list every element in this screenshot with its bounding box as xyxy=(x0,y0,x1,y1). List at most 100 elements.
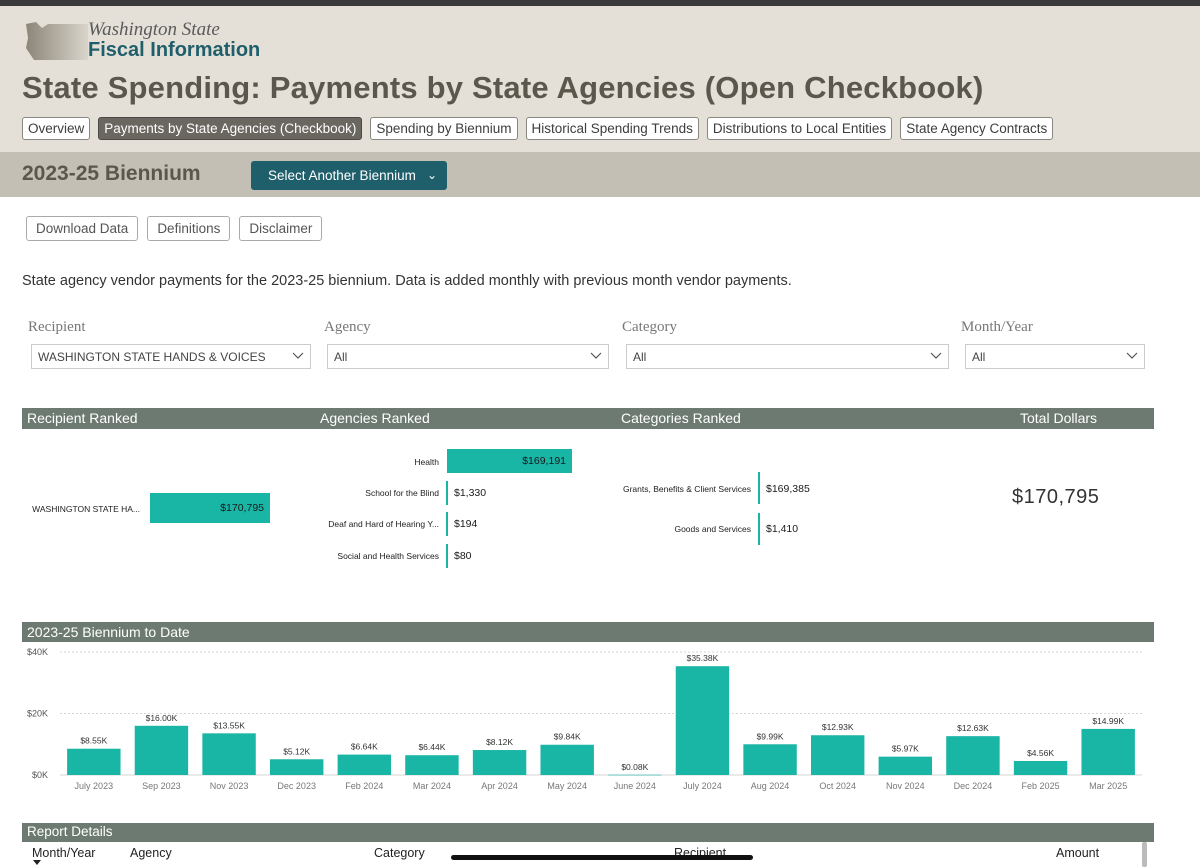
agency-rank-bar-social-health[interactable] xyxy=(446,544,448,568)
x-tick-label: July 2023 xyxy=(75,781,114,791)
category-dropdown[interactable]: All xyxy=(626,344,949,369)
agency-rank-bar-health[interactable] xyxy=(447,449,572,473)
top-border xyxy=(0,0,1200,6)
recipient-dropdown-value: WASHINGTON STATE HANDS & VOICES xyxy=(38,350,266,364)
bar-data-label: $8.12K xyxy=(486,737,513,747)
logo-line2: Fiscal Information xyxy=(88,39,261,61)
x-tick-label: Nov 2023 xyxy=(210,781,249,791)
chart-bar[interactable] xyxy=(1013,760,1068,775)
tab-state-agency-contracts[interactable]: State Agency Contracts xyxy=(900,117,1054,140)
category-rank-label-goods[interactable]: Goods and Services xyxy=(674,524,751,534)
chart-bar[interactable] xyxy=(337,754,392,775)
agency-rank-bar-school-blind[interactable] xyxy=(446,481,448,505)
disclaimer-button[interactable]: Disclaimer xyxy=(239,216,323,241)
chevron-down-icon xyxy=(292,352,304,359)
select-biennium-label: Select Another Biennium xyxy=(268,168,416,183)
recipient-dropdown[interactable]: WASHINGTON STATE HANDS & VOICES xyxy=(31,344,311,369)
bar-data-label: $9.84K xyxy=(554,732,581,742)
chart-bar[interactable] xyxy=(1081,728,1135,775)
agency-dropdown[interactable]: All xyxy=(327,344,609,369)
chart-bar[interactable] xyxy=(472,750,527,775)
report-details-title: Report Details xyxy=(27,824,113,839)
download-data-button[interactable]: Download Data xyxy=(26,216,139,241)
biennium-title: 2023-25 Biennium xyxy=(22,162,201,185)
agency-rank-value-social-health: $80 xyxy=(454,550,472,562)
category-rank-bar-grants[interactable] xyxy=(758,472,760,504)
recipient-rank-label[interactable]: WASHINGTON STATE HA... xyxy=(32,504,140,514)
bar-data-label: $6.64K xyxy=(351,742,378,752)
tab-spending-by-biennium[interactable]: Spending by Biennium xyxy=(370,117,518,140)
intro-text: State agency vendor payments for the 202… xyxy=(22,273,792,289)
bar-data-label: $9.99K xyxy=(757,731,784,741)
chart-bar[interactable] xyxy=(134,725,189,775)
category-rank-bar-goods[interactable] xyxy=(758,513,760,545)
agency-rank-label-social-health[interactable]: Social and Health Services xyxy=(337,551,439,561)
bar-data-label: $12.93K xyxy=(822,722,854,732)
category-filter-label: Category xyxy=(622,319,677,335)
logo[interactable]: Washington State Fiscal Information xyxy=(22,18,292,68)
column-header-amount[interactable]: Amount xyxy=(1056,846,1100,860)
categories-ranked-header: Categories Ranked xyxy=(621,410,741,426)
chart-header-band: 2023-25 Biennium to Date xyxy=(22,622,1154,642)
agency-filter-label: Agency xyxy=(324,319,371,335)
total-dollars-header: Total Dollars xyxy=(1020,410,1098,426)
y-tick-label: $0K xyxy=(32,770,48,780)
tab-overview[interactable]: Overview xyxy=(22,117,91,140)
y-tick-label: $40K xyxy=(27,647,48,657)
chart-bar[interactable] xyxy=(202,733,256,775)
x-tick-label: July 2024 xyxy=(683,781,722,791)
bar-data-label: $5.12K xyxy=(283,746,310,756)
bar-data-label: $0.08K xyxy=(621,762,648,772)
category-rank-value-goods: $1,410 xyxy=(766,523,799,535)
x-tick-label: Apr 2024 xyxy=(481,781,518,791)
x-tick-label: Dec 2023 xyxy=(277,781,316,791)
agency-rank-value-school-blind: $1,330 xyxy=(454,487,487,499)
month-year-dropdown-value: All xyxy=(972,350,986,364)
nav-tabs: Overview Payments by State Agencies (Che… xyxy=(22,117,1054,140)
definitions-button[interactable]: Definitions xyxy=(147,216,231,241)
page-header: Washington State Fiscal Information Stat… xyxy=(0,6,1200,152)
category-rank-label-grants[interactable]: Grants, Benefits & Client Services xyxy=(622,484,751,494)
recipient-rank-bar[interactable] xyxy=(150,493,270,523)
chart-bar[interactable] xyxy=(540,744,594,775)
month-year-dropdown[interactable]: All xyxy=(965,344,1145,369)
select-biennium-button[interactable]: Select Another Biennium ⌄ xyxy=(251,161,447,190)
chart-bar[interactable] xyxy=(743,744,797,775)
agency-rank-label-school-blind[interactable]: School for the Blind xyxy=(365,488,439,498)
biennium-bar: 2023-25 Biennium Select Another Biennium… xyxy=(0,152,1200,197)
x-tick-label: Feb 2024 xyxy=(345,781,383,791)
chart-bar[interactable] xyxy=(67,748,121,775)
bar-data-label: $5.97K xyxy=(892,744,919,754)
category-rank-value-grants: $169,385 xyxy=(766,483,810,495)
chevron-down-icon xyxy=(590,352,602,359)
chart-bar[interactable] xyxy=(810,735,865,775)
tab-payments-by-state-agencies[interactable]: Payments by State Agencies (Checkbook) xyxy=(98,117,363,140)
column-header-agency[interactable]: Agency xyxy=(130,846,172,860)
home-indicator xyxy=(451,855,753,860)
tab-distributions-to-local-entities[interactable]: Distributions to Local Entities xyxy=(706,117,893,140)
report-scrollbar[interactable] xyxy=(1142,842,1147,867)
category-dropdown-value: All xyxy=(633,350,647,364)
tab-historical-spending-trends[interactable]: Historical Spending Trends xyxy=(525,117,699,140)
chart-bar[interactable] xyxy=(878,756,933,775)
column-header-month-year[interactable]: Month/Year xyxy=(32,846,95,860)
chart-bar[interactable] xyxy=(608,774,662,776)
chart-bar[interactable] xyxy=(946,736,1000,775)
x-tick-label: Mar 2024 xyxy=(413,781,451,791)
sort-desc-icon[interactable] xyxy=(33,860,41,865)
chart-bar[interactable] xyxy=(269,759,324,775)
agency-rank-bar-deaf-hearing[interactable] xyxy=(446,512,448,536)
x-tick-label: Sep 2023 xyxy=(142,781,181,791)
column-header-category[interactable]: Category xyxy=(374,846,425,860)
chart-bar[interactable] xyxy=(405,755,459,775)
recipient-ranked-header: Recipient Ranked xyxy=(27,410,138,426)
bar-data-label: $14.99K xyxy=(1092,716,1124,726)
chart-bar[interactable] xyxy=(675,666,730,775)
agency-rank-label-deaf-hearing[interactable]: Deaf and Hard of Hearing Y... xyxy=(328,519,439,529)
agency-rank-value-health: $169,191 xyxy=(522,455,566,467)
x-tick-label: Oct 2024 xyxy=(819,781,856,791)
agency-rank-label-health[interactable]: Health xyxy=(414,457,439,467)
page-title: State Spending: Payments by State Agenci… xyxy=(22,70,984,105)
chevron-down-icon: ⌄ xyxy=(426,168,437,182)
x-tick-label: Feb 2025 xyxy=(1022,781,1060,791)
